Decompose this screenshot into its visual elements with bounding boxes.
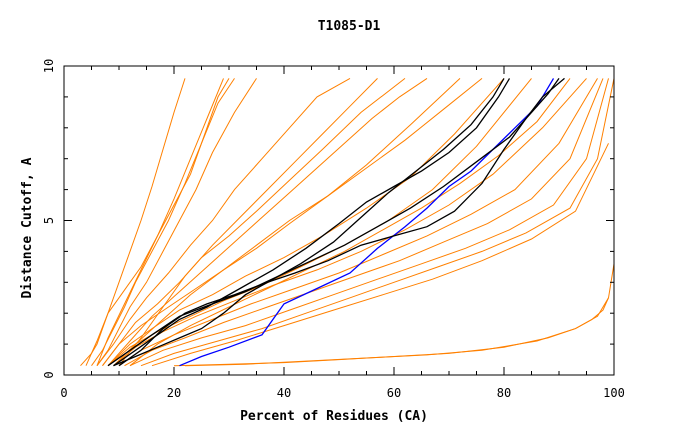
series-line-highlight-22	[179, 78, 555, 367]
series-line-models-15	[107, 77, 428, 367]
series-line-models-1	[91, 78, 235, 366]
series-line-models-18	[85, 78, 186, 366]
series-line-models-14	[118, 78, 378, 367]
series-line-models-5	[102, 78, 461, 367]
series-line-models-9	[118, 78, 598, 367]
chart-title: T1085-D1	[318, 19, 381, 34]
series-layer	[80, 77, 615, 367]
series-line-reference-25	[113, 77, 565, 367]
series-line-models-10	[124, 78, 604, 367]
x-tick-label: 40	[277, 386, 291, 400]
x-tick-label: 0	[60, 386, 67, 400]
y-tick-label: 5	[42, 217, 56, 224]
series-line-models-16	[113, 78, 483, 367]
series-line-models-8	[113, 78, 587, 367]
y-tick-label: 10	[42, 59, 56, 73]
y-axis-label: Distance Cutoff, A	[20, 157, 35, 298]
series-line-models-0	[80, 78, 230, 367]
y-tick-label: 0	[42, 371, 56, 378]
x-tick-label: 60	[387, 386, 401, 400]
series-line-models-17	[96, 78, 224, 366]
series-line-models-11	[129, 78, 609, 367]
series-line-reference-23	[113, 78, 511, 367]
series-line-models-4	[102, 78, 406, 367]
x-tick-label: 100	[603, 386, 625, 400]
x-tick-label: 80	[497, 386, 511, 400]
series-line-models-19	[129, 78, 571, 367]
x-tick-label: 20	[167, 386, 181, 400]
series-line-models-12	[140, 78, 615, 367]
series-line-models-3	[96, 77, 351, 367]
ticks-layer: 0 20 40 60 80 100 0 5 10	[42, 59, 625, 400]
series-line-reference-26	[107, 78, 560, 367]
series-line-models-20	[173, 297, 609, 367]
series-line-models-21	[184, 263, 615, 367]
x-axis-label: Percent of Residues (CA)	[240, 409, 428, 424]
series-line-models-2	[96, 78, 257, 366]
series-line-models-13	[151, 143, 609, 367]
series-line-reference-24	[118, 78, 505, 367]
